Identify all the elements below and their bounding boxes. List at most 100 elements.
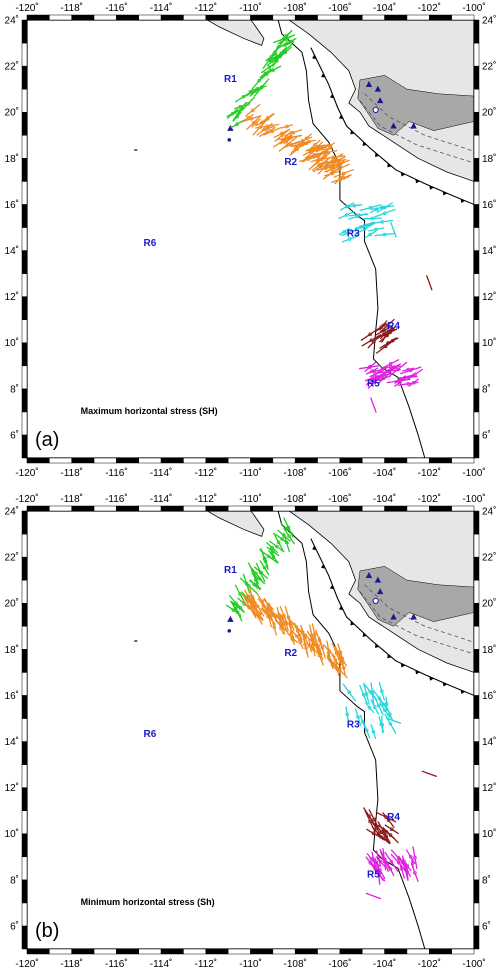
stress-bar — [277, 529, 291, 542]
lon-tick-label: -120˚ — [15, 2, 38, 14]
stress-bar — [254, 609, 264, 621]
stress-bar — [384, 824, 399, 835]
border-band — [21, 510, 28, 535]
epicenter-marker — [362, 227, 367, 231]
lon-tick-label: -104˚ — [373, 467, 396, 479]
stress-bar — [313, 144, 332, 153]
island-marker — [134, 640, 138, 642]
border-band — [138, 457, 162, 464]
epicenter-marker — [241, 94, 246, 99]
lon-tick-label: -108˚ — [284, 467, 307, 479]
border-band — [21, 365, 28, 390]
stress-bar — [288, 618, 305, 636]
border-band — [205, 948, 229, 955]
epicenter-marker — [273, 56, 278, 61]
volcano-marker — [227, 615, 234, 622]
epicenter-marker — [413, 372, 417, 377]
border-band — [21, 533, 28, 558]
epicenter-marker — [389, 827, 394, 832]
lat-tick-label: 20˚ — [5, 598, 19, 610]
panel-title: Minimum horizontal stress (Sh) — [81, 897, 215, 907]
epicenter-marker — [257, 78, 261, 83]
stress-bar — [379, 337, 397, 350]
stress-bar — [365, 892, 382, 900]
stress-bar — [334, 172, 346, 185]
stress-bar — [261, 125, 275, 131]
lon-tick-label: -116˚ — [105, 493, 128, 505]
epicenter-marker — [290, 635, 295, 640]
border-band — [116, 14, 140, 21]
epicenter-marker — [413, 855, 417, 860]
stress-bar — [310, 635, 316, 657]
stress-bar — [338, 227, 350, 236]
stress-bar — [366, 852, 377, 866]
epicenter-marker — [254, 612, 259, 617]
epicenter-marker — [334, 651, 339, 655]
border-band — [21, 810, 28, 834]
lon-tick-label: -114˚ — [150, 493, 173, 505]
region-label-r1: R1 — [224, 565, 237, 576]
slab-contour — [364, 584, 474, 643]
stress-bar — [370, 724, 377, 740]
border-band — [138, 14, 162, 21]
epicenter-marker — [388, 722, 393, 726]
stress-bar — [379, 318, 395, 333]
plate-boundary — [277, 511, 426, 949]
volcano-marker — [374, 85, 382, 92]
stress-bar — [382, 328, 398, 337]
lon-tick-label: -116˚ — [105, 467, 128, 479]
stress-bar — [324, 170, 340, 177]
border-band — [21, 135, 28, 159]
lon-tick-label: -112˚ — [194, 493, 217, 505]
border-band — [21, 833, 28, 858]
stress-bar — [368, 809, 380, 830]
epicenter-marker — [331, 662, 336, 666]
border-band — [21, 695, 28, 719]
stress-bar — [376, 832, 391, 845]
epicenter-marker — [283, 34, 288, 38]
epicenter-marker — [367, 705, 372, 710]
stress-bar — [390, 853, 407, 872]
region-label-r2: R2 — [284, 648, 297, 659]
border-band — [116, 948, 140, 955]
stress-bar — [341, 235, 358, 243]
border-band — [26, 948, 50, 955]
border-band — [473, 602, 480, 627]
epicenter-marker — [398, 380, 402, 384]
stress-bar — [388, 361, 408, 377]
lat-tick-label: 14˚ — [482, 245, 496, 257]
trench-tooth — [338, 605, 344, 611]
border-band — [21, 579, 28, 604]
lat-tick-label: 12˚ — [5, 291, 19, 303]
stress-cluster-r3 — [342, 681, 397, 740]
border-band — [227, 14, 251, 21]
lon-tick-label: -100˚ — [462, 493, 485, 505]
border-band — [49, 505, 72, 512]
border-band — [473, 695, 480, 719]
border-band — [406, 948, 430, 955]
volcanic-belt — [357, 75, 474, 136]
epicenter-marker — [246, 594, 251, 598]
border-band — [339, 457, 363, 464]
epicenter-marker — [267, 554, 271, 559]
stress-bar — [253, 566, 269, 580]
border-band — [473, 925, 480, 950]
stress-bar — [369, 205, 384, 214]
epicenter-marker — [253, 582, 258, 587]
epicenter-marker — [316, 144, 320, 149]
epicenter-marker — [279, 51, 284, 55]
epicenter-marker — [280, 623, 285, 628]
lon-tick-label: -112˚ — [194, 467, 217, 479]
border-band — [26, 505, 50, 512]
epicenter-marker — [372, 817, 376, 822]
stress-bar — [335, 173, 352, 182]
border-band — [317, 505, 341, 512]
border-band — [21, 602, 28, 627]
stress-bar — [267, 606, 280, 625]
stress-bar — [333, 168, 354, 178]
border-band — [473, 204, 480, 228]
epicenter-marker — [266, 126, 270, 131]
border-band — [49, 948, 72, 955]
border-band — [473, 787, 480, 811]
city-marker — [372, 106, 379, 114]
